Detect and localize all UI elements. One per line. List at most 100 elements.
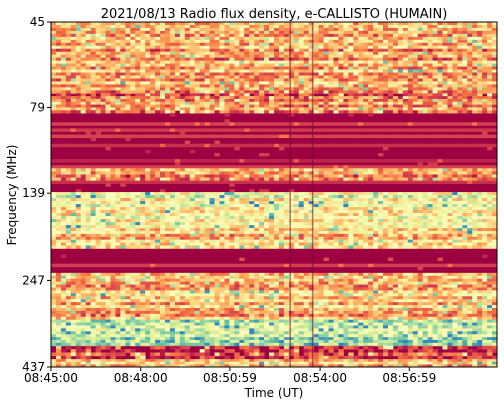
heatmap-cell — [264, 75, 270, 79]
heatmap-cell — [303, 128, 310, 132]
heatmap-cell — [447, 96, 453, 100]
heatmap-cell — [392, 57, 399, 62]
heatmap-cell — [125, 171, 131, 175]
heatmap-cell — [392, 30, 399, 35]
heatmap-cell — [333, 33, 339, 38]
heatmap-cell — [278, 66, 285, 70]
heatmap-cell — [422, 177, 429, 182]
heatmap-cell — [204, 48, 210, 53]
heatmap-cell — [105, 104, 111, 108]
heatmap-cell — [288, 87, 295, 91]
heatmap-cell — [462, 195, 468, 199]
heatmap-cell — [407, 110, 414, 114]
heatmap-cell — [264, 213, 270, 217]
heatmap-cell — [164, 51, 171, 56]
heatmap-cell — [95, 84, 101, 88]
heatmap-cell — [432, 51, 438, 56]
heatmap-cell — [70, 72, 77, 76]
heatmap-cell — [179, 213, 186, 217]
heatmap-cell — [105, 30, 111, 35]
heatmap-cell — [259, 87, 265, 91]
heatmap-cell — [308, 222, 315, 226]
heatmap-cell — [482, 87, 488, 91]
heatmap-cell — [487, 93, 493, 97]
heatmap-cell — [85, 195, 92, 199]
heatmap-cell — [174, 90, 181, 94]
heatmap-cell — [209, 192, 215, 196]
heatmap-cell — [85, 60, 92, 65]
heatmap-cell — [417, 195, 424, 199]
heatmap-cell — [55, 159, 62, 163]
heatmap-cell — [80, 60, 87, 65]
heatmap-cell — [155, 36, 161, 41]
heatmap-cell — [51, 177, 57, 182]
heatmap-cell — [244, 143, 250, 148]
heatmap-cell — [472, 66, 478, 70]
heatmap-cell — [457, 48, 463, 53]
heatmap-cell — [452, 107, 458, 111]
heatmap-cell — [358, 222, 364, 226]
heatmap-cell — [209, 81, 215, 85]
heatmap-cell — [432, 162, 438, 166]
heatmap-cell — [333, 134, 339, 139]
heatmap-cell — [60, 168, 67, 172]
heatmap-cell — [303, 177, 310, 182]
heatmap-cell — [150, 98, 156, 103]
heatmap-cell — [308, 177, 315, 182]
heatmap-cell — [164, 177, 171, 182]
heatmap-cell — [283, 192, 290, 196]
heatmap-cell — [80, 207, 87, 211]
heatmap-cell — [467, 174, 473, 178]
heatmap-cell — [51, 96, 57, 100]
heatmap-cell — [462, 213, 468, 217]
heatmap-cell — [125, 48, 131, 53]
heatmap-cell — [85, 84, 92, 88]
heatmap-cell — [477, 228, 483, 232]
heatmap-cell — [229, 207, 235, 211]
heatmap-cell — [90, 210, 96, 214]
heatmap-cell — [457, 210, 463, 214]
heatmap-cell — [437, 110, 443, 114]
heatmap-cell — [194, 128, 201, 132]
heatmap-cell — [259, 177, 265, 182]
heatmap-cell — [259, 54, 265, 59]
heatmap-cell — [264, 204, 270, 208]
heatmap-cell — [184, 134, 191, 139]
heatmap-cell — [164, 110, 171, 114]
heatmap-cell — [65, 228, 72, 232]
heatmap-cell — [164, 225, 171, 229]
heatmap-cell — [169, 104, 176, 108]
heatmap-cell — [477, 159, 483, 163]
heatmap-cell — [169, 51, 176, 56]
heatmap-cell — [338, 168, 344, 172]
heatmap-cell — [55, 84, 62, 88]
heatmap-cell — [234, 60, 240, 65]
heatmap-cell — [392, 171, 399, 175]
heatmap-cell — [184, 27, 191, 32]
heatmap-cell — [338, 134, 344, 139]
heatmap-cell — [55, 98, 62, 103]
heatmap-cell — [219, 78, 225, 82]
heatmap-cell — [383, 90, 389, 94]
heatmap-cell — [333, 72, 339, 76]
heatmap-cell — [293, 90, 300, 94]
heatmap-cell — [120, 22, 126, 26]
heatmap-cell — [378, 60, 384, 65]
heatmap-cell — [204, 225, 210, 229]
heatmap-cell — [402, 213, 409, 217]
heatmap-cell — [392, 72, 399, 76]
heatmap-cell — [422, 159, 429, 163]
heatmap-cell — [70, 48, 77, 53]
heatmap-cell — [323, 143, 329, 148]
heatmap-cell — [378, 81, 384, 85]
heatmap-cell — [90, 51, 96, 56]
heatmap-cell — [254, 207, 260, 211]
heatmap-cell — [51, 36, 57, 41]
heatmap-cell — [140, 174, 146, 178]
heatmap-cell — [447, 128, 453, 132]
heatmap-cell — [328, 207, 334, 211]
heatmap-cell — [90, 101, 96, 106]
heatmap-cell — [477, 48, 483, 53]
heatmap-cell — [274, 72, 280, 76]
heatmap-cell — [135, 75, 141, 79]
